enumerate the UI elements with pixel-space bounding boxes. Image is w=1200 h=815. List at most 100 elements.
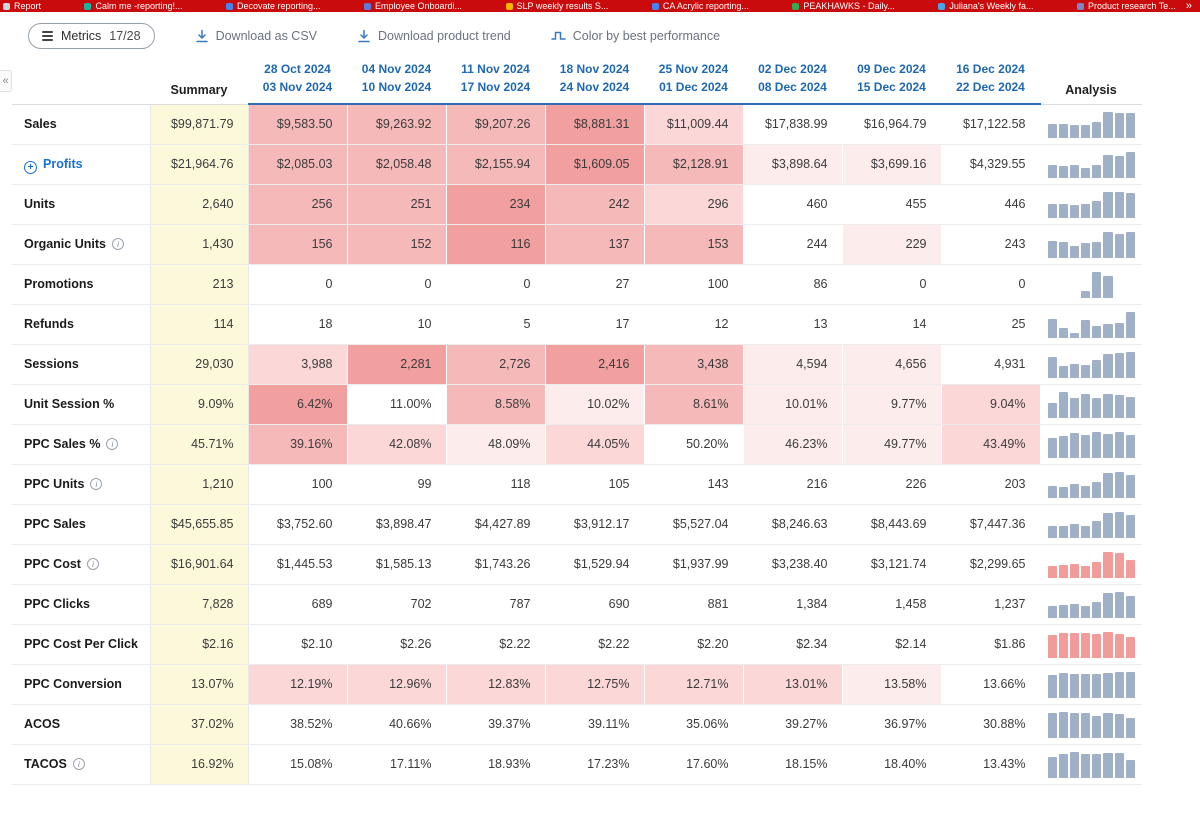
row-label-ppc-cost-per-click[interactable]: PPC Cost Per Click <box>12 624 150 665</box>
metric-cell[interactable]: $8,246.63 <box>743 504 843 545</box>
metric-cell[interactable]: 690 <box>545 584 645 625</box>
metric-cell[interactable]: 8.58% <box>446 384 546 425</box>
metric-cell[interactable]: 455 <box>842 184 942 225</box>
metric-cell[interactable]: 12.75% <box>545 664 645 705</box>
row-label-sales[interactable]: Sales <box>12 104 150 145</box>
bookmark-item[interactable]: Product research Te... <box>1076 0 1176 12</box>
metric-cell[interactable]: 787 <box>446 584 546 625</box>
metric-cell[interactable]: 216 <box>743 464 843 505</box>
metric-cell[interactable]: 460 <box>743 184 843 225</box>
metric-cell[interactable]: $9,583.50 <box>248 104 348 145</box>
metric-cell[interactable]: 17.60% <box>644 744 744 785</box>
metric-cell[interactable]: 17 <box>545 304 645 345</box>
metric-cell[interactable]: $2,085.03 <box>248 144 348 185</box>
bookmark-item[interactable]: Employee Onboardi... <box>364 0 462 12</box>
metric-cell[interactable]: 14 <box>842 304 942 345</box>
metric-cell[interactable]: 153 <box>644 224 744 265</box>
metric-cell[interactable]: 203 <box>941 464 1041 505</box>
metric-cell[interactable]: 118 <box>446 464 546 505</box>
metric-cell[interactable]: 13.01% <box>743 664 843 705</box>
row-label-tacos[interactable]: TACOS i <box>12 744 150 785</box>
week-column-header[interactable]: 18 Nov 2024 24 Nov 2024 <box>545 60 644 105</box>
metric-cell[interactable]: 0 <box>248 264 348 305</box>
metric-cell[interactable]: $1,529.94 <box>545 544 645 585</box>
metric-cell[interactable]: 18.15% <box>743 744 843 785</box>
row-label-ppc-sales[interactable]: PPC Sales % i <box>12 424 150 465</box>
week-column-header[interactable]: 11 Nov 2024 17 Nov 2024 <box>446 60 545 105</box>
metric-cell[interactable]: 1,237 <box>941 584 1041 625</box>
row-label-acos[interactable]: ACOS <box>12 704 150 745</box>
metric-cell[interactable]: $3,898.64 <box>743 144 843 185</box>
metric-cell[interactable]: 10.01% <box>743 384 843 425</box>
metric-cell[interactable]: 2,281 <box>347 344 447 385</box>
metric-cell[interactable]: $2.26 <box>347 624 447 665</box>
metric-cell[interactable]: 10 <box>347 304 447 345</box>
metric-cell[interactable]: 702 <box>347 584 447 625</box>
metric-cell[interactable]: $5,527.04 <box>644 504 744 545</box>
metric-cell[interactable]: 39.37% <box>446 704 546 745</box>
row-label-ppc-conversion[interactable]: PPC Conversion <box>12 664 150 705</box>
row-label-organic-units[interactable]: Organic Units i <box>12 224 150 265</box>
bookmarks-overflow-chevron-icon[interactable]: » <box>1185 0 1192 12</box>
week-column-header[interactable]: 25 Nov 2024 01 Dec 2024 <box>644 60 743 105</box>
metric-cell[interactable]: 50.20% <box>644 424 744 465</box>
metric-cell[interactable]: 6.42% <box>248 384 348 425</box>
metric-cell[interactable]: 4,656 <box>842 344 942 385</box>
metric-cell[interactable]: 13.43% <box>941 744 1041 785</box>
row-label-profits[interactable]: + Profits <box>12 144 150 185</box>
week-column-header[interactable]: 04 Nov 2024 10 Nov 2024 <box>347 60 446 105</box>
color-by-best-performance-toggle[interactable]: Color by best performance <box>551 29 720 43</box>
metric-cell[interactable]: $8,881.31 <box>545 104 645 145</box>
metric-cell[interactable]: $1,609.05 <box>545 144 645 185</box>
metric-cell[interactable]: $17,122.58 <box>941 104 1041 145</box>
metric-cell[interactable]: 156 <box>248 224 348 265</box>
metric-cell[interactable]: 143 <box>644 464 744 505</box>
metric-cell[interactable]: 13 <box>743 304 843 345</box>
metric-cell[interactable]: $1,445.53 <box>248 544 348 585</box>
metric-cell[interactable]: 17.23% <box>545 744 645 785</box>
panel-collapse-button[interactable]: « <box>0 70 12 92</box>
metric-cell[interactable]: 18 <box>248 304 348 345</box>
metric-cell[interactable]: $2.22 <box>545 624 645 665</box>
metric-cell[interactable]: 35.06% <box>644 704 744 745</box>
row-label-ppc-sales[interactable]: PPC Sales <box>12 504 150 545</box>
metric-cell[interactable]: $3,121.74 <box>842 544 942 585</box>
metric-cell[interactable]: 11.00% <box>347 384 447 425</box>
metrics-button[interactable]: Metrics 17/28 <box>28 23 155 49</box>
metric-cell[interactable]: $3,752.60 <box>248 504 348 545</box>
metric-cell[interactable]: $16,964.79 <box>842 104 942 145</box>
metric-cell[interactable]: $2.34 <box>743 624 843 665</box>
metric-cell[interactable]: 12.96% <box>347 664 447 705</box>
metric-cell[interactable]: 39.11% <box>545 704 645 745</box>
metric-cell[interactable]: $9,263.92 <box>347 104 447 145</box>
download-csv-button[interactable]: Download as CSV <box>195 29 317 43</box>
metric-cell[interactable]: $4,427.89 <box>446 504 546 545</box>
metric-cell[interactable]: 100 <box>248 464 348 505</box>
info-icon[interactable]: i <box>111 238 124 251</box>
metric-cell[interactable]: 296 <box>644 184 744 225</box>
metric-cell[interactable]: 13.66% <box>941 664 1041 705</box>
metric-cell[interactable]: 12.71% <box>644 664 744 705</box>
metric-cell[interactable]: 0 <box>347 264 447 305</box>
bookmark-item[interactable]: PEAKHAWKS - Daily... <box>792 0 895 12</box>
metric-cell[interactable]: $11,009.44 <box>644 104 744 145</box>
metric-cell[interactable]: $17,838.99 <box>743 104 843 145</box>
metric-cell[interactable]: 4,594 <box>743 344 843 385</box>
metric-cell[interactable]: 12.19% <box>248 664 348 705</box>
metric-cell[interactable]: 116 <box>446 224 546 265</box>
metric-cell[interactable]: 42.08% <box>347 424 447 465</box>
metric-cell[interactable]: 1,384 <box>743 584 843 625</box>
metric-cell[interactable]: 43.49% <box>941 424 1041 465</box>
expand-plus-icon[interactable]: + <box>24 160 37 174</box>
metric-cell[interactable]: 8.61% <box>644 384 744 425</box>
metric-cell[interactable]: $1,743.26 <box>446 544 546 585</box>
metric-cell[interactable]: $2.22 <box>446 624 546 665</box>
metric-cell[interactable]: 18.40% <box>842 744 942 785</box>
metric-cell[interactable]: $2.14 <box>842 624 942 665</box>
metric-cell[interactable]: 36.97% <box>842 704 942 745</box>
metric-cell[interactable]: 46.23% <box>743 424 843 465</box>
metric-cell[interactable]: 152 <box>347 224 447 265</box>
metric-cell[interactable]: 39.16% <box>248 424 348 465</box>
metric-cell[interactable]: 25 <box>941 304 1041 345</box>
metric-cell[interactable]: $8,443.69 <box>842 504 942 545</box>
